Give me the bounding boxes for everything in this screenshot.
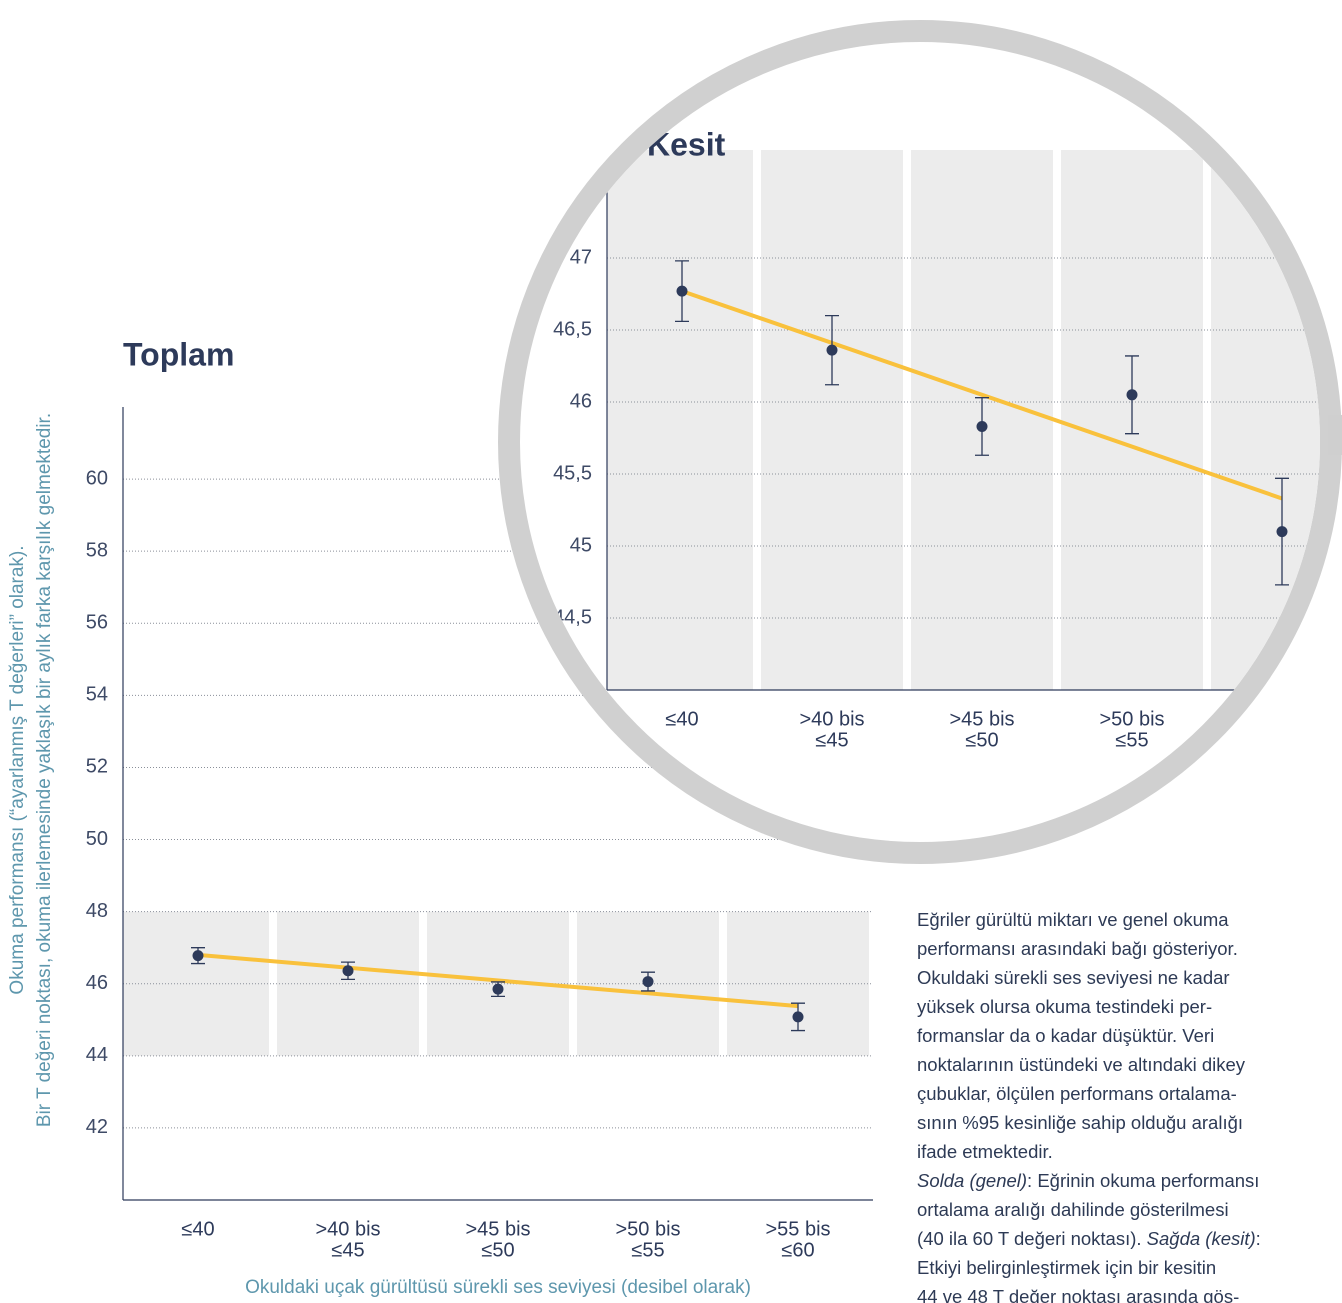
data-point	[1276, 526, 1288, 538]
caption-text: sının %95 kesinliğe sahip olduğu aralığı	[917, 1112, 1244, 1133]
caption-line: Etkiyi belirginleştirmek için bir kesiti…	[917, 1253, 1342, 1282]
caption-emphasis: Sağda (kesit)	[1146, 1228, 1256, 1249]
caption-text: noktalarının üstündeki ve altındaki dike…	[917, 1054, 1246, 1075]
x-tick-label: ≤40	[181, 1218, 214, 1240]
y-tick-label: 60	[86, 467, 108, 489]
y-tick-label: 42	[86, 1116, 108, 1138]
y-tick-label: 45,5	[553, 462, 592, 484]
x-tick-label: >55 bis	[765, 1218, 830, 1240]
caption-line: Solda (genel): Eğrinin okuma performansı	[917, 1166, 1342, 1195]
caption-text: (40 ila 60 T değeri noktası).	[917, 1228, 1147, 1249]
data-point	[642, 976, 654, 988]
caption-text: ifade etmektedir.	[917, 1141, 1053, 1162]
x-tick-label: ≤45	[815, 729, 848, 751]
data-point	[676, 285, 688, 297]
caption-line: Okuldaki sürekli ses seviyesi ne kadar	[917, 963, 1342, 992]
x-tick-label: ≤50	[481, 1239, 514, 1261]
y-tick-label: 45	[570, 534, 592, 556]
y-tick-label: 47	[570, 246, 592, 268]
x-tick-label: >50 bis	[615, 1218, 680, 1240]
caption-line: ortalama aralığı dahilinde gösterilmesi	[917, 1195, 1342, 1224]
y-tick-label: 44	[86, 1044, 108, 1066]
y-tick-label: 52	[86, 756, 108, 778]
chart-title: Toplam	[123, 336, 234, 372]
y-axis-title: Bir T değeri noktası, okuma ilerlemesind…	[34, 413, 55, 1127]
y-axis-title: Okuma performansı (“ayarlanmış T değerle…	[7, 545, 28, 994]
data-point	[192, 950, 204, 962]
x-tick-label: ≤60	[781, 1239, 814, 1261]
category-band	[761, 150, 903, 690]
caption: Eğriler gürültü miktarı ve genel okuma pe…	[917, 905, 1342, 1303]
x-tick-label: ≤50	[965, 729, 998, 751]
x-tick-label: >50 bis	[1099, 708, 1164, 730]
caption-line: Eğriler gürültü miktarı ve genel okuma	[917, 905, 1342, 934]
y-tick-label: 46	[86, 972, 108, 994]
y-tick-label: 46	[570, 390, 592, 412]
caption-text: : Eğrinin okuma performansı	[1027, 1170, 1260, 1191]
caption-line: çubuklar, ölçülen performans ortalama-	[917, 1079, 1342, 1108]
data-point	[976, 420, 988, 432]
magnifier-handle	[1328, 415, 1342, 455]
x-tick-label: ≤40	[665, 708, 698, 730]
caption-line: yüksek olursa okuma testindeki per-	[917, 992, 1342, 1021]
trend-line	[681, 289, 1283, 501]
y-tick-label: 50	[86, 828, 108, 850]
category-band	[607, 150, 753, 690]
data-point	[826, 344, 838, 356]
x-tick-label: ≤45	[331, 1239, 364, 1261]
caption-line: performansı arasındaki bağı gösteriyor.	[917, 934, 1342, 963]
x-tick-label: >55 bis	[1249, 708, 1314, 730]
caption-line: formanslar da o kadar düşüktür. Veri	[917, 1021, 1342, 1050]
y-tick-label: 56	[86, 612, 108, 634]
caption-line: noktalarının üstündeki ve altındaki dike…	[917, 1050, 1342, 1079]
caption-line: 44 ve 48 T değer noktası arasında gös-	[917, 1282, 1342, 1303]
caption-line: (40 ila 60 T değeri noktası). Sağda (kes…	[917, 1224, 1342, 1253]
caption-text: Okuldaki sürekli ses seviyesi ne kadar	[917, 967, 1230, 988]
x-axis-title: Okuldaki uçak gürültüsü sürekli ses sevi…	[245, 1277, 751, 1298]
y-tick-label: 58	[86, 539, 108, 561]
x-tick-label: >45 bis	[949, 708, 1014, 730]
x-tick-label: ≤55	[631, 1239, 664, 1261]
data-point	[1126, 389, 1138, 401]
caption-emphasis: Solda (genel)	[917, 1170, 1028, 1191]
caption-text: :	[1255, 1228, 1261, 1249]
caption-text: 44 ve 48 T değer noktası arasında gös-	[917, 1286, 1240, 1303]
data-point	[492, 983, 504, 995]
caption-text: çubuklar, ölçülen performans ortalama-	[917, 1083, 1237, 1104]
caption-line: ifade etmektedir.	[917, 1137, 1342, 1166]
caption-text: Eğriler gürültü miktarı ve genel okuma	[917, 909, 1229, 930]
x-tick-label: >40 bis	[799, 708, 864, 730]
caption-line: sının %95 kesinliğe sahip olduğu aralığı	[917, 1108, 1342, 1137]
trend-line	[197, 952, 799, 1009]
y-tick-label: 48	[86, 900, 108, 922]
x-tick-label: ≤55	[1115, 729, 1148, 751]
caption-text: performansı arasındaki bağı gösteriyor.	[917, 938, 1238, 959]
data-point	[342, 965, 354, 977]
x-tick-label: >40 bis	[315, 1218, 380, 1240]
x-tick-label: ≤60	[1265, 729, 1298, 751]
caption-text: Etkiyi belirginleştirmek için bir kesiti…	[917, 1257, 1217, 1278]
y-tick-label: 54	[86, 684, 108, 706]
x-tick-label: >45 bis	[465, 1218, 530, 1240]
caption-text: ortalama aralığı dahilinde gösterilmesi	[917, 1199, 1229, 1220]
caption-text: yüksek olursa okuma testindeki per-	[917, 996, 1213, 1017]
data-point	[792, 1011, 804, 1023]
y-tick-label: 46,5	[553, 318, 592, 340]
caption-text: formanslar da o kadar düşüktür. Veri	[917, 1025, 1215, 1046]
